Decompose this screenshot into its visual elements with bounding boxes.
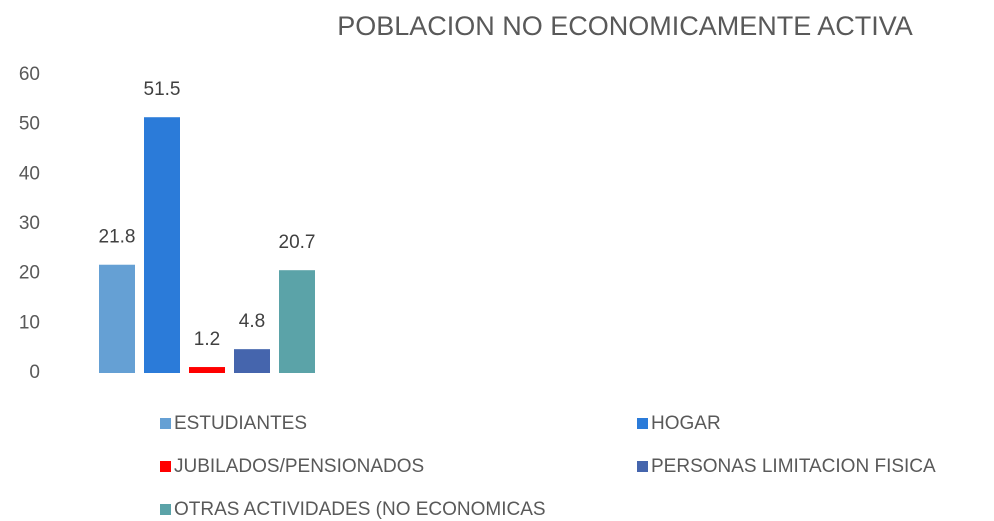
legend-label: HOGAR bbox=[651, 413, 721, 434]
data-label: 21.8 bbox=[99, 227, 136, 248]
bar bbox=[279, 270, 315, 373]
bar bbox=[234, 349, 270, 373]
y-tick-label: 20 bbox=[19, 263, 40, 284]
data-label: 20.7 bbox=[279, 232, 316, 253]
bar bbox=[144, 117, 180, 373]
data-label: 4.8 bbox=[239, 311, 265, 332]
y-tick-label: 30 bbox=[19, 213, 40, 234]
data-label: 51.5 bbox=[144, 79, 181, 100]
data-label: 1.2 bbox=[194, 329, 220, 350]
y-tick-label: 50 bbox=[19, 114, 40, 135]
legend-swatch bbox=[637, 461, 648, 472]
legend-label: JUBILADOS/PENSIONADOS bbox=[174, 456, 424, 477]
y-tick-label: 40 bbox=[19, 163, 40, 184]
y-tick-label: 0 bbox=[29, 362, 40, 383]
legend-swatch bbox=[160, 418, 171, 429]
bar bbox=[99, 264, 135, 373]
chart-title: POBLACION NO ECONOMICAMENTE ACTIVA bbox=[337, 11, 913, 41]
legend-swatch bbox=[160, 461, 171, 472]
legend-label: PERSONAS LIMITACION FISICA bbox=[651, 456, 936, 477]
y-tick-label: 60 bbox=[19, 64, 40, 85]
bar bbox=[189, 367, 225, 373]
legend-swatch bbox=[637, 418, 648, 429]
legend-swatch bbox=[160, 504, 171, 515]
legend-label: ESTUDIANTES bbox=[174, 413, 307, 434]
y-tick-label: 10 bbox=[19, 312, 40, 333]
legend-label: OTRAS ACTIVIDADES (NO ECONOMICAS bbox=[174, 499, 546, 520]
